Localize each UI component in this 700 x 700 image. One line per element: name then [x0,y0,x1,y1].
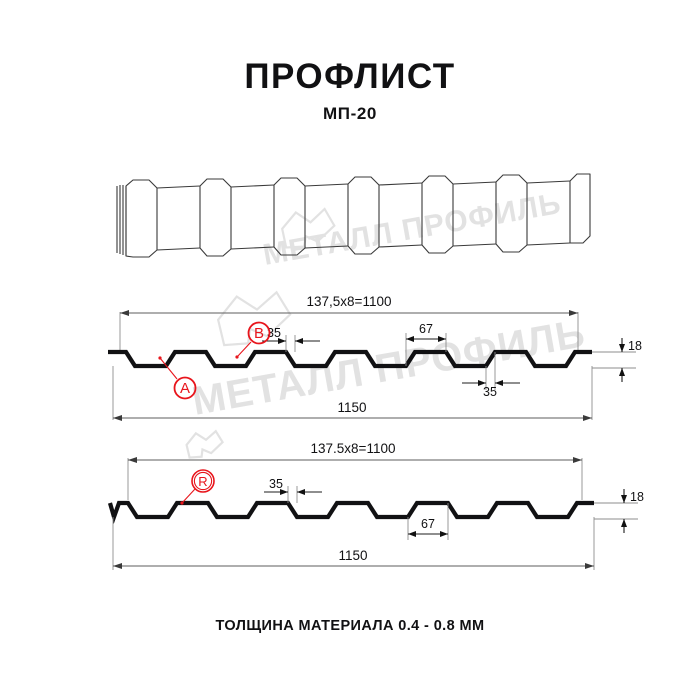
drawing-top-section: 137,5x8=1100 35 67 [108,294,642,421]
marker-r-label: R [198,474,207,489]
marker-b[interactable]: B [235,321,271,359]
page-subtitle: МП-20 [323,104,377,123]
dim-overall-bottom-2: 1150 [112,517,595,570]
profile-waveform-top [108,349,592,369]
marker-a-label: A [180,380,190,397]
watermark-logo-icon [216,290,292,347]
watermark-logo-icon [281,207,336,249]
dim-label-35-top-1: 35 [267,326,281,340]
material-thickness-note: ТОЛЩИНА МАТЕРИАЛА 0.4 - 0.8 ММ [215,618,485,634]
dim-height-1: 18 [592,338,642,382]
dim-label-18-2: 18 [630,490,644,504]
dim-label-35-bottom-1: 35 [483,385,497,399]
profile-waveform-bottom [107,500,594,524]
dim-label-67-bottom-2: 67 [421,517,435,531]
dim-label-18-1: 18 [628,339,642,353]
dim-valley-bottom-2: 67 [407,503,449,540]
dim-label-35-top-2: 35 [269,477,283,491]
dim-valley-top-1: 67 [405,322,447,366]
dim-label-67-top-1: 67 [419,322,433,336]
dim-crest-top-1: 35 [262,326,320,352]
page-title: ПРОФЛИСТ [244,57,456,96]
dim-crest-bottom-1: 35 [462,352,520,399]
dim-crest-top-2: 35 [264,477,322,503]
watermark-text: МЕТАЛЛ ПРОФИЛЬ [260,187,563,272]
dim-label-overall-top-1: 137,5x8=1100 [307,294,392,309]
dim-overall-bottom-1: 1150 [112,366,593,421]
dim-label-overall-bottom-1: 1150 [337,400,366,415]
marker-a[interactable]: A [158,356,197,400]
drawing-bottom-section: 137.5x8=1100 35 67 [107,441,644,570]
marker-r[interactable]: R [180,469,215,505]
dim-label-overall-top-2: 137.5x8=1100 [311,441,396,456]
dim-overall-top-2: 137.5x8=1100 [127,441,583,500]
marker-b-label: B [254,325,264,342]
watermark-logo-icon [185,429,224,459]
dim-height-2: 18 [594,489,644,533]
dim-label-overall-bottom-2: 1150 [338,548,367,563]
dim-overall-top-1: 137,5x8=1100 [119,294,579,352]
isometric-profile-view [116,173,591,258]
